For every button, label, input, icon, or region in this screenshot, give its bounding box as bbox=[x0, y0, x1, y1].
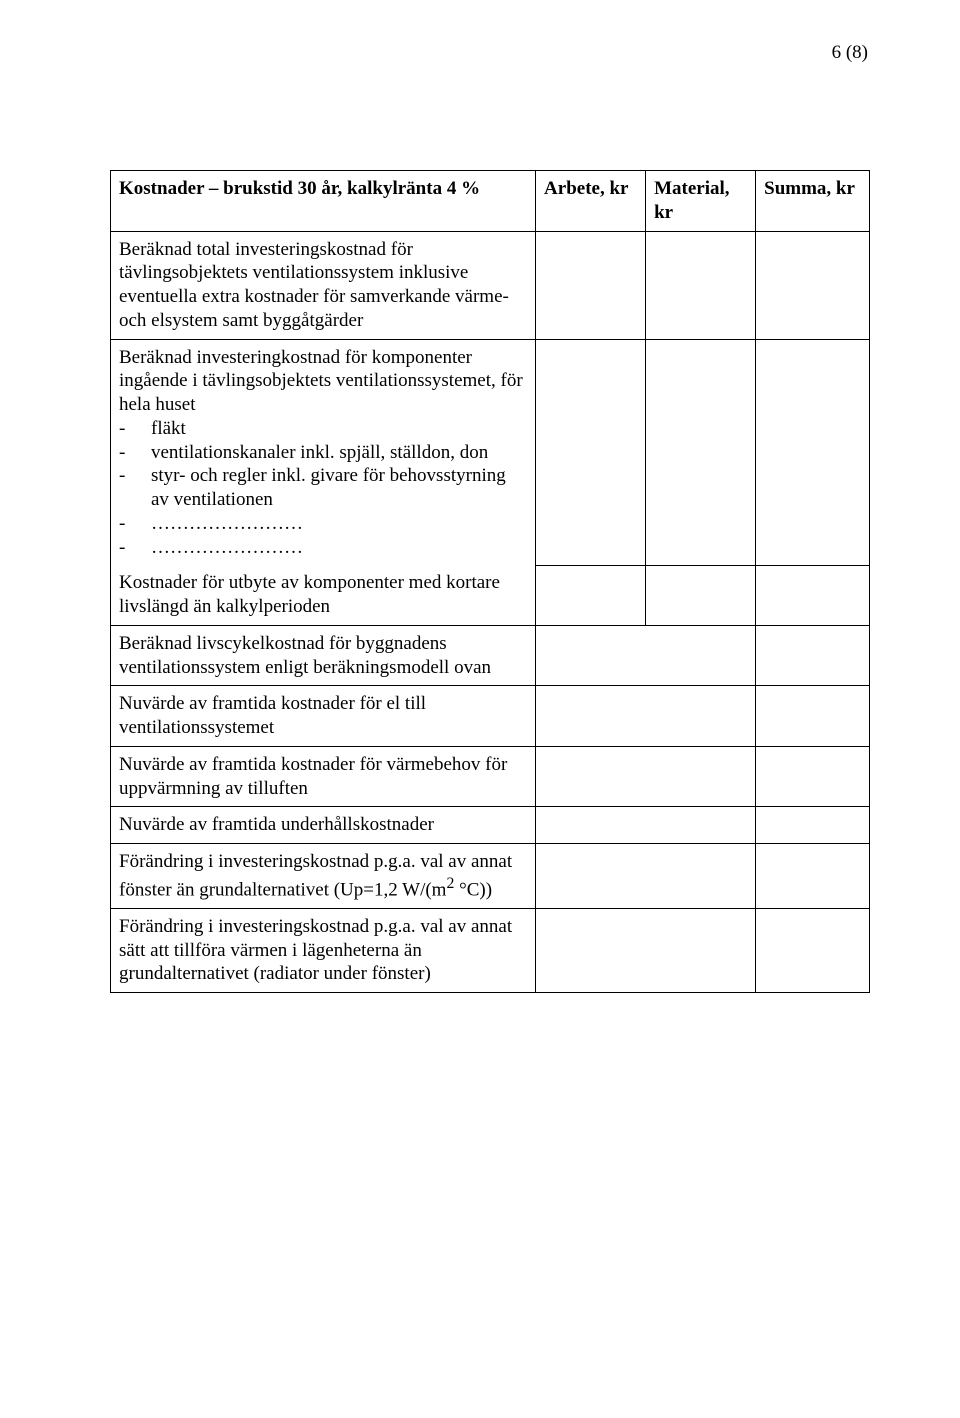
cell-description: Beräknad investeringkostnad för komponen… bbox=[111, 339, 536, 565]
cell-summa bbox=[756, 807, 870, 844]
table-row: Beräknad livscykelkostnad för byggnadens… bbox=[111, 625, 870, 686]
list-item: …………………… bbox=[119, 536, 527, 560]
cell-summa bbox=[756, 231, 870, 339]
cell-merged bbox=[536, 844, 756, 909]
cell-material bbox=[646, 339, 756, 565]
cell-merged bbox=[536, 807, 756, 844]
table-row: Beräknad investeringkostnad för komponen… bbox=[111, 339, 870, 565]
cell-merged bbox=[536, 746, 756, 807]
cell-description: Förändring i investeringskostnad p.g.a. … bbox=[111, 844, 536, 909]
list-item: styr- och regler inkl. givare för behovs… bbox=[119, 464, 527, 512]
page: 6 (8) Kostnader – brukstid 30 år, kalkyl… bbox=[0, 0, 960, 1418]
cell-summa bbox=[756, 908, 870, 992]
table-row: Kostnader för utbyte av komponenter med … bbox=[111, 565, 870, 625]
cell-summa bbox=[756, 625, 870, 686]
component-lead: Beräknad investeringkostnad för komponen… bbox=[119, 347, 523, 416]
cell-summa bbox=[756, 844, 870, 909]
cell-material bbox=[646, 231, 756, 339]
cell-material bbox=[646, 565, 756, 625]
cell-description: Nuvärde av framtida underhållskostnader bbox=[111, 807, 536, 844]
cell-description: Kostnader för utbyte av komponenter med … bbox=[111, 565, 536, 625]
cell-arbete bbox=[536, 565, 646, 625]
cell-description: Beräknad total investeringskostnad för t… bbox=[111, 231, 536, 339]
cell-arbete bbox=[536, 339, 646, 565]
cell-summa bbox=[756, 339, 870, 565]
list-item: fläkt bbox=[119, 417, 527, 441]
table-row: Förändring i investeringskostnad p.g.a. … bbox=[111, 908, 870, 992]
cell-description: Nuvärde av framtida kostnader för värmeb… bbox=[111, 746, 536, 807]
cell-summa bbox=[756, 565, 870, 625]
cost-table: Kostnader – brukstid 30 år, kalkylränta … bbox=[110, 170, 870, 993]
cell-arbete bbox=[536, 231, 646, 339]
list-item: ventilationskanaler inkl. spjäll, ställd… bbox=[119, 441, 527, 465]
table-row: Nuvärde av framtida kostnader för värmeb… bbox=[111, 746, 870, 807]
cell-description: Beräknad livscykelkostnad för byggnadens… bbox=[111, 625, 536, 686]
cell-summa bbox=[756, 746, 870, 807]
cell-summa bbox=[756, 686, 870, 747]
header-arbete: Arbete, kr bbox=[536, 171, 646, 232]
table-row: Förändring i investeringskostnad p.g.a. … bbox=[111, 844, 870, 909]
table-row: Nuvärde av framtida kostnader för el til… bbox=[111, 686, 870, 747]
table-header-row: Kostnader – brukstid 30 år, kalkylränta … bbox=[111, 171, 870, 232]
header-description: Kostnader – brukstid 30 år, kalkylränta … bbox=[111, 171, 536, 232]
cell-description: Nuvärde av framtida kostnader för el til… bbox=[111, 686, 536, 747]
table-row: Beräknad total investeringskostnad för t… bbox=[111, 231, 870, 339]
text-part: °C)) bbox=[454, 879, 492, 900]
component-list: fläkt ventilationskanaler inkl. spjäll, … bbox=[119, 417, 527, 560]
page-number: 6 (8) bbox=[832, 42, 868, 64]
header-summa: Summa, kr bbox=[756, 171, 870, 232]
cell-merged bbox=[536, 686, 756, 747]
header-material: Material, kr bbox=[646, 171, 756, 232]
cell-description: Förändring i investeringskostnad p.g.a. … bbox=[111, 908, 536, 992]
content: Kostnader – brukstid 30 år, kalkylränta … bbox=[110, 170, 870, 993]
table-row: Nuvärde av framtida underhållskostnader bbox=[111, 807, 870, 844]
cell-merged bbox=[536, 625, 756, 686]
cell-merged bbox=[536, 908, 756, 992]
list-item: …………………… bbox=[119, 512, 527, 536]
